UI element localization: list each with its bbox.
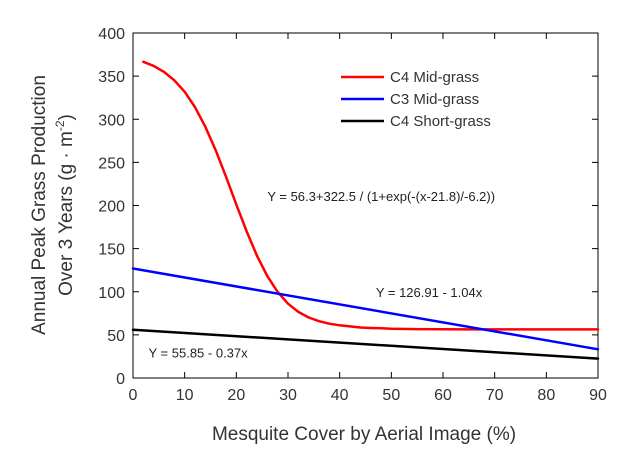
annotation-c4-short-grass-equation: Y = 55.85 - 0.37x <box>149 345 249 360</box>
x-tick-label: 50 <box>382 387 400 404</box>
legend-label-c4-short-grass: C4 Short-grass <box>390 113 491 130</box>
x-tick-label: 90 <box>589 387 607 404</box>
x-tick-label: 70 <box>486 387 504 404</box>
y-axis-label-line2: Over 3 Years (g · m-2) <box>53 114 77 296</box>
annotation-c4-mid-grass-equation: Y = 56.3+322.5 / (1+exp(-(x-21.8)/-6.2)) <box>267 189 495 204</box>
y-axis-label-exponent: -2 <box>53 120 67 131</box>
y-tick-label: 50 <box>107 328 125 345</box>
x-tick-label: 20 <box>227 387 245 404</box>
y-tick-label: 250 <box>98 155 125 172</box>
series-line-c4-short-grass <box>131 328 600 360</box>
annotations-layer: Y = 56.3+322.5 / (1+exp(-(x-21.8)/-6.2))… <box>149 189 496 360</box>
y-tick-label: 400 <box>98 26 125 43</box>
series-line-c4-mid-grass <box>142 60 600 331</box>
plot-frame <box>132 32 599 379</box>
x-tick-label: 10 <box>176 387 194 404</box>
y-tick-label: 100 <box>98 285 125 302</box>
legend-label-c3-mid-grass: C3 Mid-grass <box>390 91 479 108</box>
annotation-c3-mid-grass-equation: Y = 126.91 - 1.04x <box>376 285 483 300</box>
series-layer <box>131 60 600 360</box>
x-axis-label: Mesquite Cover by Aerial Image (%) <box>212 424 516 445</box>
x-tick-label: 80 <box>537 387 555 404</box>
x-tick-label: 40 <box>331 387 349 404</box>
ticks-layer: 0 10 20 30 40 50 60 70 80 90 0 50 100 150 200 250 300 350… <box>98 26 607 404</box>
y-axis-label-line1: Annual Peak Grass Production <box>29 75 50 335</box>
y-tick-label: 200 <box>98 199 125 216</box>
series-line-c3-mid-grass <box>131 267 600 351</box>
y-tick-label: 150 <box>98 242 125 259</box>
x-tick-label: 0 <box>129 387 138 404</box>
legend-label-c4-mid-grass: C4 Mid-grass <box>390 69 479 86</box>
legend: C4 Mid-grass C3 Mid-grass C4 Short-grass <box>341 69 491 130</box>
x-tick-label: 60 <box>434 387 452 404</box>
y-tick-label: 300 <box>98 112 125 129</box>
y-tick-label: 350 <box>98 69 125 86</box>
plot-area: 0 10 20 30 40 50 60 70 80 90 0 50 100 150 200 250 300 350… <box>98 26 607 404</box>
x-tick-label: 30 <box>279 387 297 404</box>
y-tick-label: 0 <box>116 371 125 388</box>
y-axis-label: Annual Peak Grass Production Over 3 Year… <box>29 75 77 335</box>
